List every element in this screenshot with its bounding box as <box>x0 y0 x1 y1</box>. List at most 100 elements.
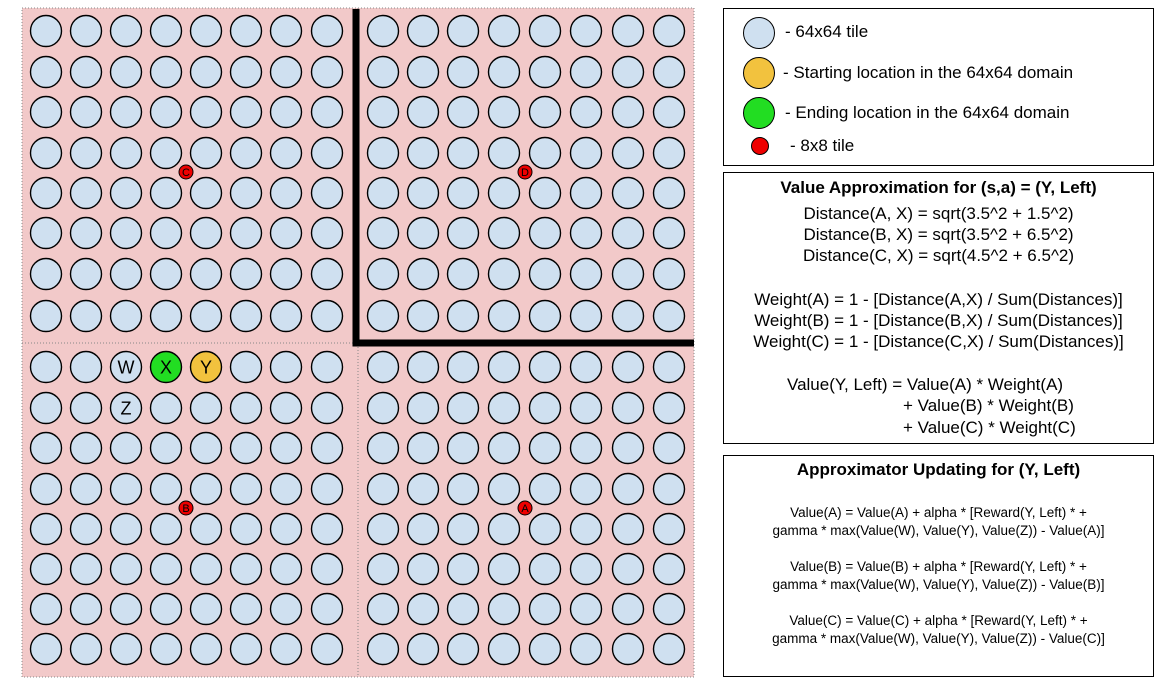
tile-64 <box>366 136 400 170</box>
tile-64 <box>269 472 303 506</box>
tile-64 <box>446 472 480 506</box>
tile-64 <box>652 55 686 89</box>
tile-64 <box>569 391 603 425</box>
tile-64 <box>528 350 562 384</box>
tile-64 <box>69 632 103 666</box>
tile-64 <box>310 552 344 586</box>
tile-64 <box>366 472 400 506</box>
tile-64 <box>69 552 103 586</box>
tile-64 <box>69 95 103 129</box>
tile-64 <box>406 552 440 586</box>
tile-64 <box>29 632 63 666</box>
tile-64 <box>149 391 183 425</box>
tile-64 <box>446 512 480 546</box>
tile-64 <box>229 216 263 250</box>
tile-64 <box>109 95 143 129</box>
tile-64 <box>229 552 263 586</box>
tile-64 <box>229 472 263 506</box>
tile-64 <box>310 592 344 626</box>
tile-64 <box>528 55 562 89</box>
value-formula-line: + Value(B) * Weight(B) <box>903 396 1074 415</box>
tile-64 <box>569 176 603 210</box>
tile-8-label: D <box>521 167 529 179</box>
tile-64 <box>269 431 303 465</box>
tile-64 <box>406 216 440 250</box>
tile-64 <box>569 350 603 384</box>
tile-64 <box>366 257 400 291</box>
tile-64 <box>569 55 603 89</box>
tile-64 <box>611 136 645 170</box>
tile-64 <box>652 512 686 546</box>
tile-64 <box>149 592 183 626</box>
tile-64 <box>406 55 440 89</box>
tile-64 <box>652 136 686 170</box>
tile-64 <box>29 216 63 250</box>
tile-64 <box>189 136 223 170</box>
tile-64 <box>446 592 480 626</box>
tile-64 <box>109 299 143 333</box>
tile-64 <box>446 350 480 384</box>
tile-64 <box>569 299 603 333</box>
tile-64 <box>366 391 400 425</box>
tile-64 <box>406 299 440 333</box>
tile-64 <box>406 136 440 170</box>
tile-64 <box>446 391 480 425</box>
tile-64 <box>569 95 603 129</box>
tile-64 <box>29 592 63 626</box>
tile-64 <box>310 216 344 250</box>
legend-tile-64-label: - 64x64 tile <box>785 22 869 41</box>
tile-64 <box>149 472 183 506</box>
tile-64 <box>189 95 223 129</box>
tile-64 <box>29 350 63 384</box>
tile-64 <box>366 55 400 89</box>
end-location-legend-icon <box>743 97 775 129</box>
tile-64 <box>406 14 440 48</box>
tile-64 <box>406 95 440 129</box>
weight-line: Weight(B) = 1 - [Distance(B,X) / Sum(Dis… <box>754 311 1123 330</box>
tile-64 <box>569 552 603 586</box>
tile-64 <box>69 391 103 425</box>
tile-64 <box>310 512 344 546</box>
tile-64 <box>569 632 603 666</box>
tile-64 <box>446 552 480 586</box>
tile-64 <box>569 14 603 48</box>
tile-64 <box>189 257 223 291</box>
tile-64 <box>406 632 440 666</box>
tile-64 <box>310 350 344 384</box>
tile-64 <box>652 176 686 210</box>
tile-64 <box>487 592 521 626</box>
tile-64 <box>29 257 63 291</box>
tile-64 <box>406 176 440 210</box>
tile-64 <box>149 552 183 586</box>
tile-64 <box>446 55 480 89</box>
distance-line: Distance(C, X) = sqrt(4.5^2 + 6.5^2) <box>802 246 1075 265</box>
tile-64 <box>569 592 603 626</box>
update-formula-line: gamma * max(Value(W), Value(Y), Value(Z)… <box>772 523 1105 538</box>
tile-64 <box>189 176 223 210</box>
tile-64 <box>310 391 344 425</box>
tile-64 <box>69 176 103 210</box>
tile-64 <box>269 592 303 626</box>
tile-64 <box>269 95 303 129</box>
tile-64 <box>229 592 263 626</box>
tile-64 <box>149 136 183 170</box>
tile-64 <box>189 552 223 586</box>
tile-64 <box>528 95 562 129</box>
tile-64 <box>652 257 686 291</box>
tile-64 <box>366 552 400 586</box>
tile-64 <box>487 136 521 170</box>
tile-64 <box>652 431 686 465</box>
tile-64 <box>269 14 303 48</box>
tile-64 <box>611 299 645 333</box>
tile-64 <box>149 176 183 210</box>
tile-64 <box>69 216 103 250</box>
tile-64 <box>109 216 143 250</box>
tile-64 <box>310 136 344 170</box>
tile-64 <box>528 176 562 210</box>
tile-64 <box>446 136 480 170</box>
tile-64 <box>528 216 562 250</box>
tile-64 <box>652 95 686 129</box>
tile-64 <box>269 350 303 384</box>
tile-64 <box>366 299 400 333</box>
weight-line: Weight(A) = 1 - [Distance(A,X) / Sum(Dis… <box>754 290 1123 309</box>
